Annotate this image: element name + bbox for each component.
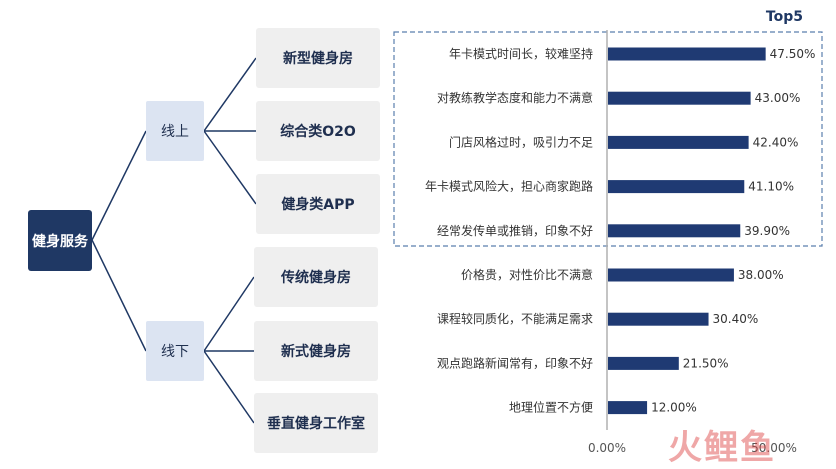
connector-online-3: [203, 130, 257, 205]
bar: [608, 135, 749, 149]
online-node: 线上: [146, 101, 204, 161]
chart-title: Top5: [766, 9, 803, 25]
value-label: 47.50%: [770, 47, 816, 61]
category-label: 地理位置不方便: [509, 400, 593, 415]
bar: [608, 401, 648, 415]
root-node: 健身服务: [28, 210, 92, 271]
bar: [608, 47, 766, 61]
value-label: 42.40%: [753, 135, 799, 149]
bar: [608, 356, 679, 370]
value-label: 41.10%: [748, 180, 794, 194]
connector-offline-1: [203, 276, 255, 352]
bar: [608, 224, 741, 238]
offline-leaf: 传统健身房: [254, 247, 378, 307]
online-leaf: 综合类O2O: [256, 101, 380, 161]
category-label: 年卡模式风险大，担心商家跑路: [425, 179, 593, 194]
x-tick-label: 50.00%: [751, 441, 797, 455]
online-leaf: 健身类APP: [256, 174, 380, 234]
top5-highlight-box: [393, 31, 823, 247]
category-label: 观点跑路新闻常有，印象不好: [437, 355, 593, 370]
category-label: 对教练教学态度和能力不满意: [437, 90, 593, 105]
offline-node: 线下: [146, 321, 204, 381]
bar: [608, 180, 745, 194]
value-label: 12.00%: [651, 401, 697, 415]
category-label: 门店风格过时，吸引力不足: [449, 134, 593, 149]
category-label: 年卡模式时间长，较难坚持: [449, 46, 593, 61]
category-label: 课程较同质化，不能满足需求: [437, 311, 593, 326]
category-label: 经常发传单或推销，印象不好: [437, 223, 593, 238]
value-label: 38.00%: [738, 268, 784, 282]
category-label: 价格贵，对性价比不满意: [461, 267, 593, 282]
connector-online-1: [203, 57, 257, 132]
bar: [608, 91, 751, 105]
bar: [608, 312, 709, 326]
bar: [608, 268, 734, 282]
value-label: 21.50%: [683, 356, 729, 370]
value-label: 39.90%: [744, 224, 790, 238]
connector-root-offline: [91, 239, 147, 352]
connector-offline-3: [203, 350, 255, 424]
connector-root-online: [91, 130, 147, 241]
offline-leaf: 新式健身房: [254, 321, 378, 381]
offline-leaf: 垂直健身工作室: [254, 393, 378, 453]
x-tick-label: 0.00%: [588, 441, 626, 455]
online-leaf: 新型健身房: [256, 28, 380, 88]
value-label: 43.00%: [755, 91, 801, 105]
value-label: 30.40%: [713, 312, 759, 326]
watermark-logo: 火鲤鱼: [668, 428, 776, 468]
